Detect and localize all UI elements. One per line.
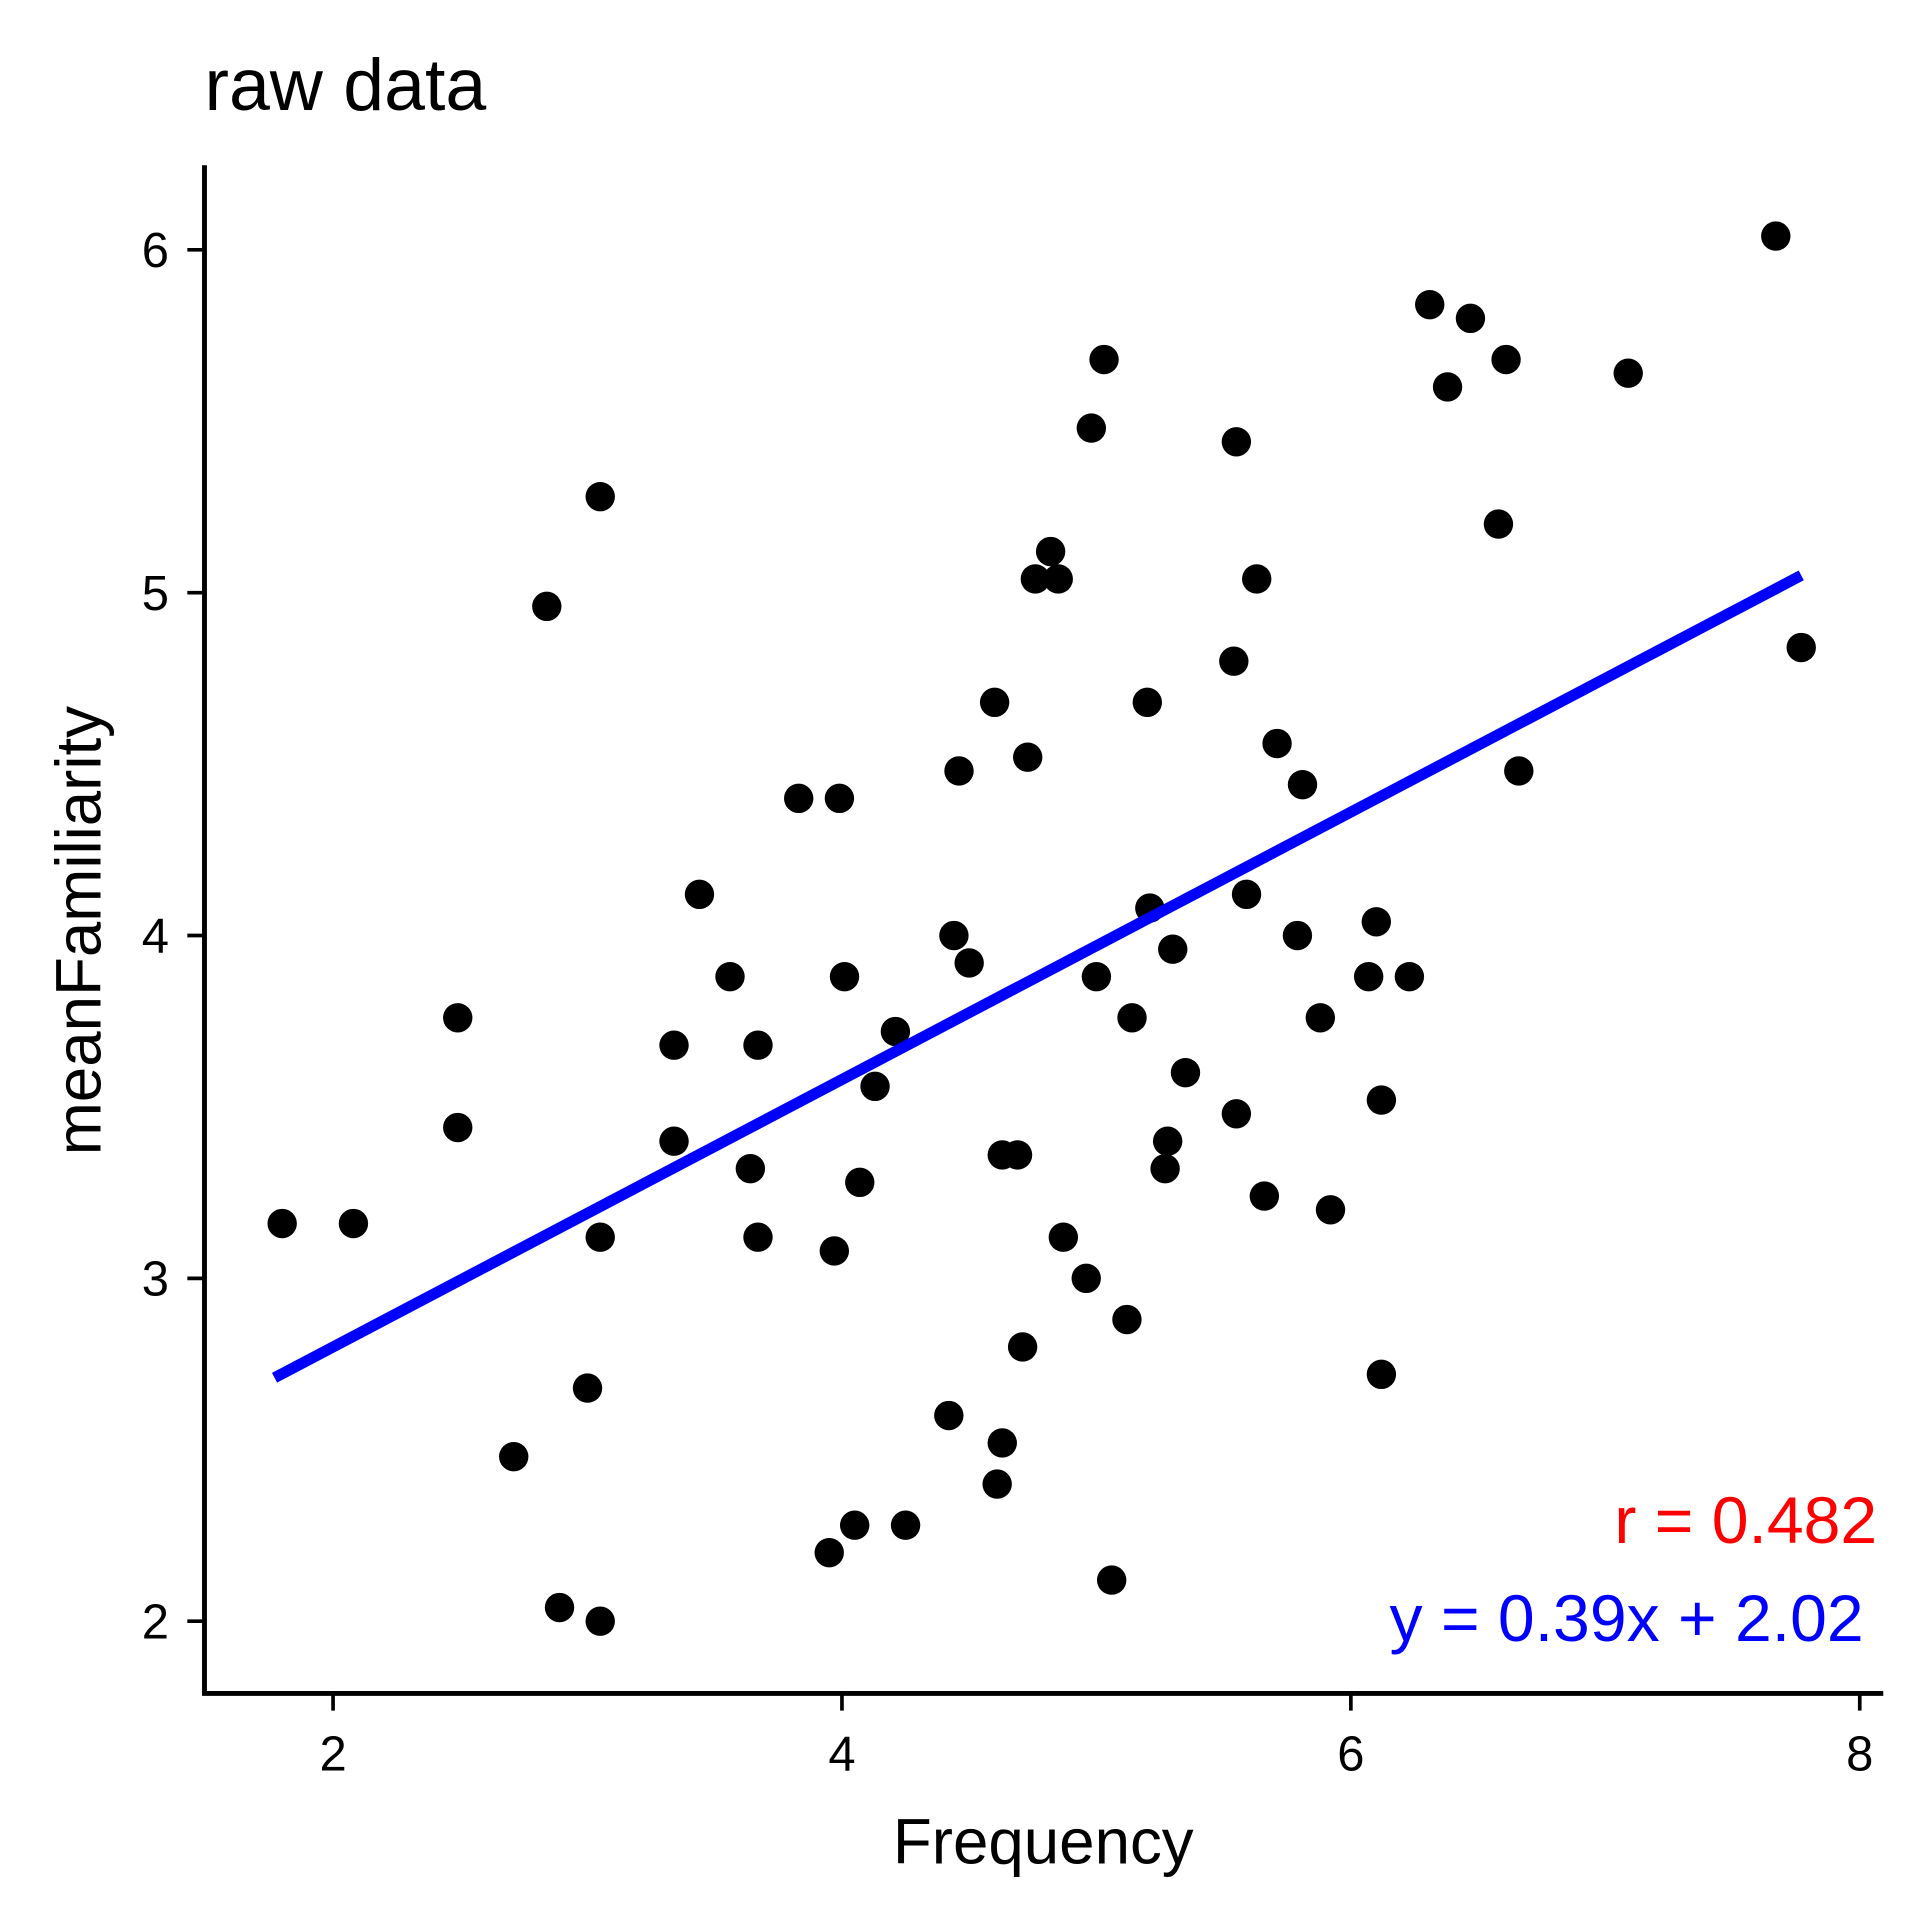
data-point [743, 1222, 773, 1252]
data-point [1007, 1332, 1038, 1362]
data-point [443, 1003, 473, 1033]
data-point [585, 1606, 615, 1636]
x-tick-label: 4 [828, 1728, 855, 1782]
regression-line [271, 570, 1804, 1383]
data-point [1002, 1140, 1033, 1170]
data-point [1366, 1359, 1397, 1390]
data-point [1096, 1565, 1127, 1595]
data-point [1432, 372, 1463, 402]
points-layer [267, 221, 1816, 1636]
y-axis-label: meanFamiliarity [43, 706, 114, 1155]
data-point [934, 1400, 964, 1431]
data-point [1282, 920, 1313, 951]
data-point [1219, 646, 1249, 676]
data-point [1071, 1263, 1101, 1294]
x-tick-label: 2 [319, 1728, 346, 1782]
data-point [1415, 289, 1445, 320]
data-point [860, 1071, 890, 1102]
data-point [1048, 1222, 1079, 1252]
data-point [1076, 413, 1107, 443]
data-point [944, 756, 974, 786]
data-point [979, 687, 1010, 718]
data-point [1366, 1085, 1397, 1115]
data-point [890, 1510, 921, 1540]
data-point [1117, 1003, 1147, 1033]
data-point [1158, 934, 1188, 964]
data-point [784, 783, 814, 814]
data-point [1035, 536, 1066, 567]
data-point [1221, 427, 1252, 457]
data-point [684, 879, 715, 910]
data-point [1132, 687, 1162, 718]
data-point [1112, 1304, 1142, 1335]
data-point [814, 1537, 844, 1568]
data-point [743, 1030, 773, 1060]
x-axis-label: Frequency [893, 1807, 1194, 1878]
y-tick-label: 2 [142, 1595, 169, 1649]
x-ticks: 2 4 6 8 [319, 1693, 1873, 1782]
correlation-label: r = 0.482 [1614, 1484, 1877, 1558]
data-point [1394, 961, 1425, 992]
data-point [585, 1222, 615, 1252]
data-point [1315, 1195, 1346, 1225]
data-point [715, 961, 745, 992]
data-point [1491, 344, 1521, 375]
data-point [1262, 728, 1292, 759]
data-point [659, 1030, 689, 1060]
data-point [1455, 303, 1486, 334]
y-tick-label: 4 [142, 910, 169, 964]
data-point [499, 1441, 529, 1472]
data-point [987, 1428, 1017, 1458]
data-point [845, 1167, 875, 1198]
data-point [1081, 961, 1112, 992]
data-point [939, 920, 969, 951]
data-point [443, 1112, 473, 1143]
data-point [982, 1469, 1012, 1499]
data-point [1231, 879, 1262, 910]
data-point [1613, 358, 1643, 388]
data-point [1020, 564, 1051, 594]
data-point [880, 1016, 911, 1047]
data-point [1152, 1126, 1183, 1156]
data-point [659, 1126, 689, 1156]
data-point [1043, 564, 1073, 594]
x-tick-label: 6 [1337, 1728, 1364, 1782]
equation-label: y = 0.39x + 2.02 [1390, 1582, 1864, 1656]
data-point [1287, 769, 1318, 800]
data-point [819, 1236, 850, 1266]
data-point [1504, 756, 1534, 786]
data-point [1170, 1057, 1201, 1088]
y-tick-label: 3 [142, 1253, 169, 1307]
data-point [1249, 1181, 1280, 1211]
data-point [1242, 564, 1272, 594]
data-point [1305, 1003, 1336, 1033]
data-point [585, 481, 615, 512]
data-point [1013, 742, 1043, 772]
data-point [824, 783, 855, 814]
data-point [1786, 632, 1816, 663]
data-point [1361, 907, 1391, 937]
y-ticks: 2 3 4 5 6 [142, 224, 205, 1649]
chart-title: raw data [204, 43, 486, 126]
data-point [829, 961, 860, 992]
y-tick-label: 5 [142, 567, 169, 621]
data-point [735, 1153, 766, 1184]
data-point [954, 948, 984, 978]
data-point [1483, 509, 1514, 539]
x-tick-label: 8 [1846, 1728, 1873, 1782]
y-tick-label: 6 [142, 224, 169, 278]
data-point [532, 591, 562, 622]
data-point [544, 1592, 575, 1623]
data-point [1353, 961, 1384, 992]
data-point [1089, 344, 1119, 375]
data-point [267, 1208, 297, 1239]
data-point [1221, 1099, 1252, 1129]
data-point [1150, 1153, 1180, 1184]
data-point [1761, 221, 1791, 251]
data-point [338, 1208, 369, 1239]
data-point [572, 1373, 603, 1403]
data-point [839, 1510, 870, 1540]
